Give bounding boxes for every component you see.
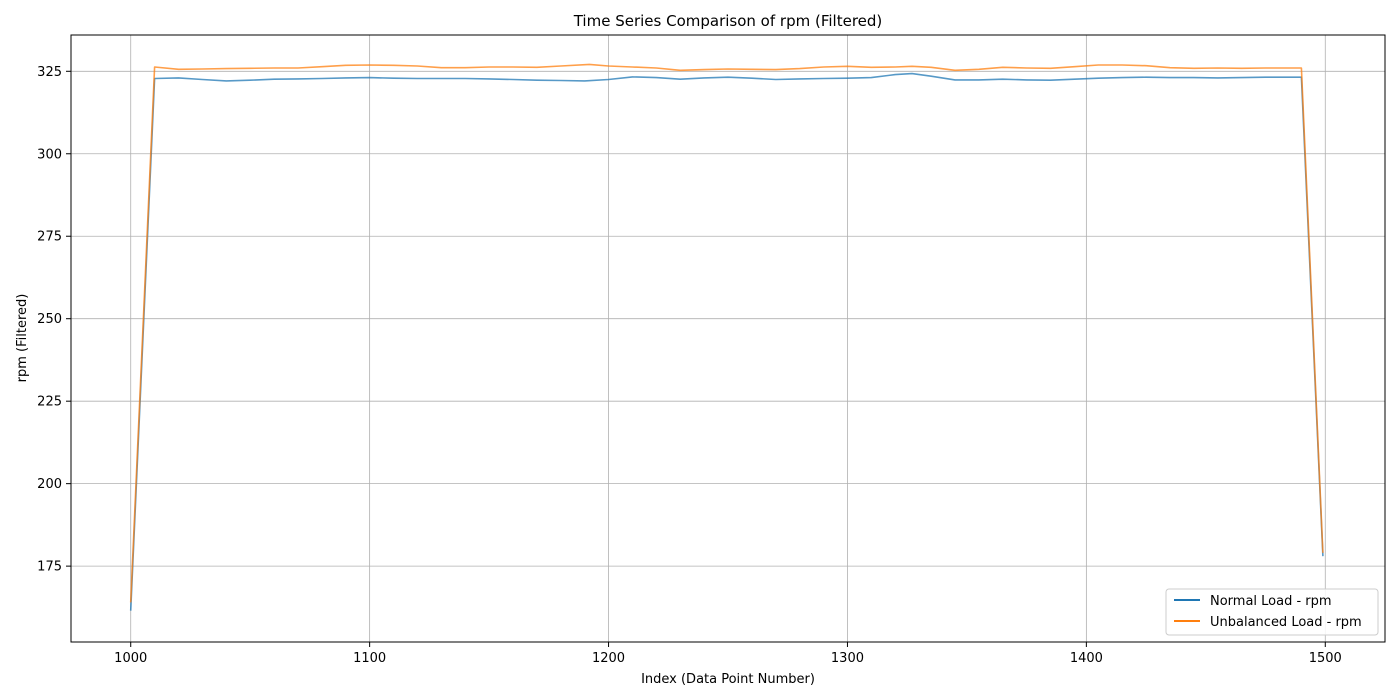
y-tick-label: 300 <box>37 147 62 162</box>
x-axis-label: Index (Data Point Number) <box>641 672 815 687</box>
legend-box <box>1165 588 1379 636</box>
y-axis-label: rpm (Filtered) <box>15 294 30 383</box>
grid <box>71 35 1385 642</box>
series-line-normal-load <box>129 72 1324 611</box>
y-tick-label: 275 <box>37 230 62 245</box>
x-tick-label: 1500 <box>1309 651 1342 666</box>
y-tick-label: 250 <box>37 312 62 327</box>
x-tick-label: 1000 <box>114 651 147 666</box>
y-tick-label: 175 <box>37 560 62 575</box>
y-tick-label: 325 <box>37 65 62 80</box>
series-lines <box>129 63 1324 611</box>
x-tick-label: 1200 <box>592 651 625 666</box>
x-axis-ticks: 1000 1100 1200 1300 1400 1500 <box>114 642 1342 666</box>
plot-frame <box>70 34 1386 643</box>
y-tick-label: 200 <box>37 477 62 492</box>
x-tick-label: 1400 <box>1070 651 1103 666</box>
series-line-unbalanced-load <box>129 63 1324 603</box>
legend: Normal Load - rpm Unbalanced Load - rpm <box>1165 588 1379 636</box>
legend-label-unbalanced-load: Unbalanced Load - rpm <box>1210 615 1362 630</box>
y-axis-ticks: 175 200 225 250 275 300 325 <box>37 65 71 575</box>
x-tick-label: 1100 <box>353 651 386 666</box>
y-tick-label: 225 <box>37 395 62 410</box>
chart-title: Time Series Comparison of rpm (Filtered) <box>573 12 883 30</box>
legend-label-normal-load: Normal Load - rpm <box>1210 594 1332 609</box>
x-tick-label: 1300 <box>831 651 864 666</box>
